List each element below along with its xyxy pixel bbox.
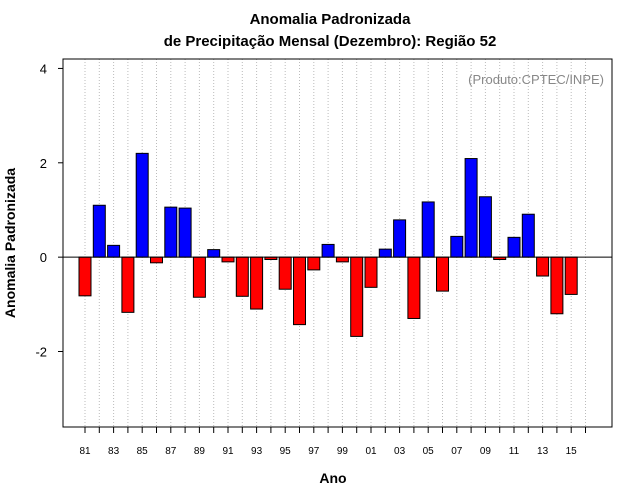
bar-97 (307, 256, 321, 271)
x-tick-label-93: 93 (251, 446, 263, 457)
bar-01 (364, 256, 378, 288)
bar-07 (450, 235, 464, 258)
x-tick-label-83: 83 (108, 446, 120, 457)
x-axis-label: Ano (319, 470, 346, 486)
bar-88 (178, 207, 192, 258)
x-tick-label-87: 87 (165, 446, 177, 457)
bar-15 (564, 256, 578, 295)
source-annotation: (Produto:CPTEC/INPE) (468, 72, 604, 87)
bar-14 (550, 256, 564, 315)
bar-95 (278, 256, 292, 290)
y-axis: -2 0 2 4 (35, 61, 63, 360)
y-tick-label: 0 (40, 250, 47, 265)
bar-06 (436, 256, 449, 292)
bars-layer (78, 152, 578, 337)
bar-00 (350, 256, 364, 337)
x-tick-label-95: 95 (280, 446, 292, 457)
bar-84 (121, 256, 135, 313)
bar-86 (150, 256, 163, 264)
x-tick-label-85: 85 (137, 446, 149, 457)
bar-08 (464, 158, 478, 258)
x-tick-label-99: 99 (337, 446, 349, 457)
chart-title-line-2: de Precipitação Mensal (Dezembro): Regiã… (164, 33, 497, 50)
y-tick-label: 2 (40, 156, 47, 171)
y-axis-label: Anomalia Padronizada (2, 168, 18, 318)
bar-03 (393, 219, 407, 258)
bar-11 (507, 236, 521, 258)
bar-93 (250, 256, 264, 310)
bar-89 (192, 256, 206, 298)
bar-85 (135, 152, 149, 258)
bar-87 (164, 206, 178, 258)
x-tick-label-03: 03 (394, 446, 406, 457)
bar-90 (207, 249, 221, 258)
bar-96 (293, 256, 306, 326)
x-tick-label-89: 89 (194, 446, 206, 457)
y-tick-label: 4 (40, 61, 47, 76)
x-tick-label-11: 11 (509, 446, 520, 457)
x-tick-label-15: 15 (566, 446, 578, 457)
bar-91 (221, 256, 235, 263)
x-tick-label-01: 01 (365, 446, 377, 457)
x-tick-label-07: 07 (451, 446, 463, 457)
bar-09 (478, 196, 492, 258)
x-tick-label-91: 91 (222, 446, 234, 457)
bar-05 (421, 201, 435, 258)
plot-frame (62, 58, 613, 428)
bar-99 (335, 256, 349, 263)
bar-12 (521, 213, 535, 258)
bar-82 (92, 204, 106, 258)
x-tick-label-81: 81 (79, 446, 91, 457)
y-tick-label: -2 (35, 345, 47, 360)
bar-92 (235, 256, 249, 297)
bar-02 (378, 248, 392, 258)
chart-title-line-1: Anomalia Padronizada (250, 11, 412, 28)
bar-81 (78, 256, 92, 297)
bar-04 (407, 256, 421, 319)
x-tick-label-97: 97 (308, 446, 320, 457)
bar-98 (321, 243, 335, 258)
bar-13 (536, 256, 550, 277)
x-tick-label-13: 13 (537, 446, 549, 457)
x-tick-label-05: 05 (423, 446, 435, 457)
bar-83 (107, 244, 121, 258)
x-tick-label-09: 09 (480, 446, 492, 457)
x-axis: 81 83 85 87 89 91 93 95 97 99 01 03 05 07 09 11 13 15 (79, 427, 586, 457)
